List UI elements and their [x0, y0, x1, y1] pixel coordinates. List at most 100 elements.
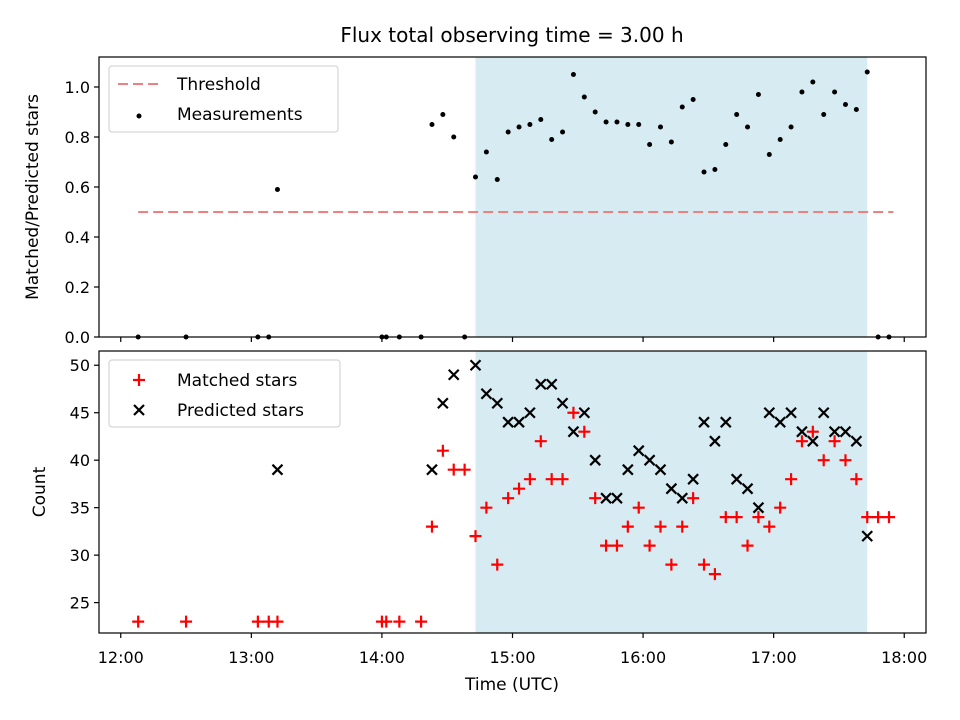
measurement-point [549, 137, 555, 142]
measurement-point [810, 79, 816, 85]
matched-point [665, 558, 678, 571]
predicted-point [426, 463, 438, 476]
y-tick-label: 0.6 [65, 178, 90, 197]
y-tick-label: 30 [70, 546, 90, 565]
measurement-point [842, 102, 848, 107]
measurement-point [274, 187, 280, 192]
predicted-point [643, 454, 656, 466]
matched-point [839, 454, 852, 467]
measurement-point [581, 94, 587, 100]
measurement-point [821, 112, 827, 117]
matched-point [436, 444, 449, 457]
measurement-point [864, 69, 870, 75]
predicted-point [524, 406, 536, 419]
predicted-point [763, 406, 776, 419]
bottom-y-label: Count [30, 466, 50, 517]
measurement-point [538, 117, 544, 122]
matched-point [251, 615, 264, 628]
x-tick-label: 13:00 [228, 648, 274, 667]
matched-point [708, 568, 721, 581]
predicted-point [861, 530, 874, 542]
matched-point [883, 511, 896, 524]
y-tick-label: 0.0 [65, 328, 90, 347]
predicted-point [271, 463, 284, 476]
matched-points [132, 406, 896, 628]
matched-point [415, 615, 428, 628]
predicted-point [698, 416, 710, 428]
measurement-point [505, 129, 511, 135]
measurement-point [690, 97, 696, 102]
bottom-x-axis: 12:00 13:00 14:00 15:00 16:00 17:00 18:00 [98, 633, 927, 667]
predicted-points [271, 359, 874, 542]
top-axes-frame [98, 56, 927, 338]
matched-point [545, 473, 558, 486]
y-tick-label: 0.4 [65, 228, 90, 247]
predicted-point [687, 473, 699, 485]
x-tick-label: 15:00 [489, 648, 535, 667]
matched-point [271, 615, 284, 628]
matched-point [872, 511, 885, 524]
predicted-point [535, 378, 547, 391]
matched-point [752, 511, 765, 524]
matched-point [698, 558, 711, 571]
y-tick-label: 1.0 [65, 78, 90, 97]
matched-point [676, 520, 689, 533]
predicted-point [600, 492, 612, 504]
matched-point [578, 425, 591, 438]
legend-matched-swatch [133, 374, 145, 386]
x-axis-label: Time (UTC) [464, 675, 559, 695]
x-tick-label: 16:00 [620, 648, 666, 667]
bottom-legend: Matched stars Predicted stars [108, 359, 341, 428]
predicted-point [513, 416, 525, 428]
matched-point [513, 482, 526, 495]
matched-point [730, 511, 743, 524]
x-tick-label: 17:00 [751, 648, 797, 667]
legend-predicted-label: Predicted stars [177, 401, 304, 421]
predicted-point [730, 473, 743, 485]
matched-point [491, 558, 504, 571]
measurement-point [788, 124, 794, 130]
matched-point [502, 492, 515, 505]
matched-point [741, 539, 754, 552]
bottom-shaded-span [475, 351, 868, 633]
measurement-point [494, 177, 500, 182]
matched-point [458, 463, 471, 476]
x-tick-label: 12:00 [98, 648, 144, 667]
y-tick-label: 40 [70, 451, 90, 470]
predicted-point [828, 425, 841, 438]
predicted-point [665, 482, 678, 495]
y-tick-label: 25 [70, 594, 90, 613]
matched-point [610, 539, 623, 552]
measurement-point [429, 122, 435, 127]
predicted-point [720, 416, 732, 428]
chart-title: Flux total observing time = 3.00 h [340, 23, 683, 47]
predicted-point [741, 482, 754, 495]
measurement-point [832, 89, 838, 95]
matched-point [632, 501, 645, 514]
measurement-point [527, 122, 533, 127]
legend-measurement-swatch [136, 113, 142, 119]
y-tick-label: 0.8 [65, 128, 90, 147]
predicted-point [676, 492, 689, 504]
predicted-point [567, 425, 580, 438]
matched-point [861, 511, 874, 524]
measurement-point [636, 122, 642, 127]
predicted-point [817, 406, 830, 419]
measurement-point [473, 174, 479, 180]
y-tick-label: 35 [70, 499, 90, 518]
measurement-point [570, 72, 576, 77]
matched-point [654, 520, 667, 533]
predicted-point [709, 435, 721, 447]
x-tick-label: 18:00 [881, 648, 927, 667]
matched-point [785, 473, 798, 486]
matched-point [774, 501, 787, 514]
matched-point [719, 511, 732, 524]
predicted-point [774, 416, 786, 428]
matched-point [589, 492, 602, 505]
legend-matched-label: Matched stars [177, 371, 297, 391]
predicted-point [447, 368, 460, 381]
predicted-point [491, 397, 504, 409]
legend-predicted-swatch [133, 404, 145, 416]
predicted-point [752, 501, 765, 514]
matched-point [600, 539, 613, 552]
